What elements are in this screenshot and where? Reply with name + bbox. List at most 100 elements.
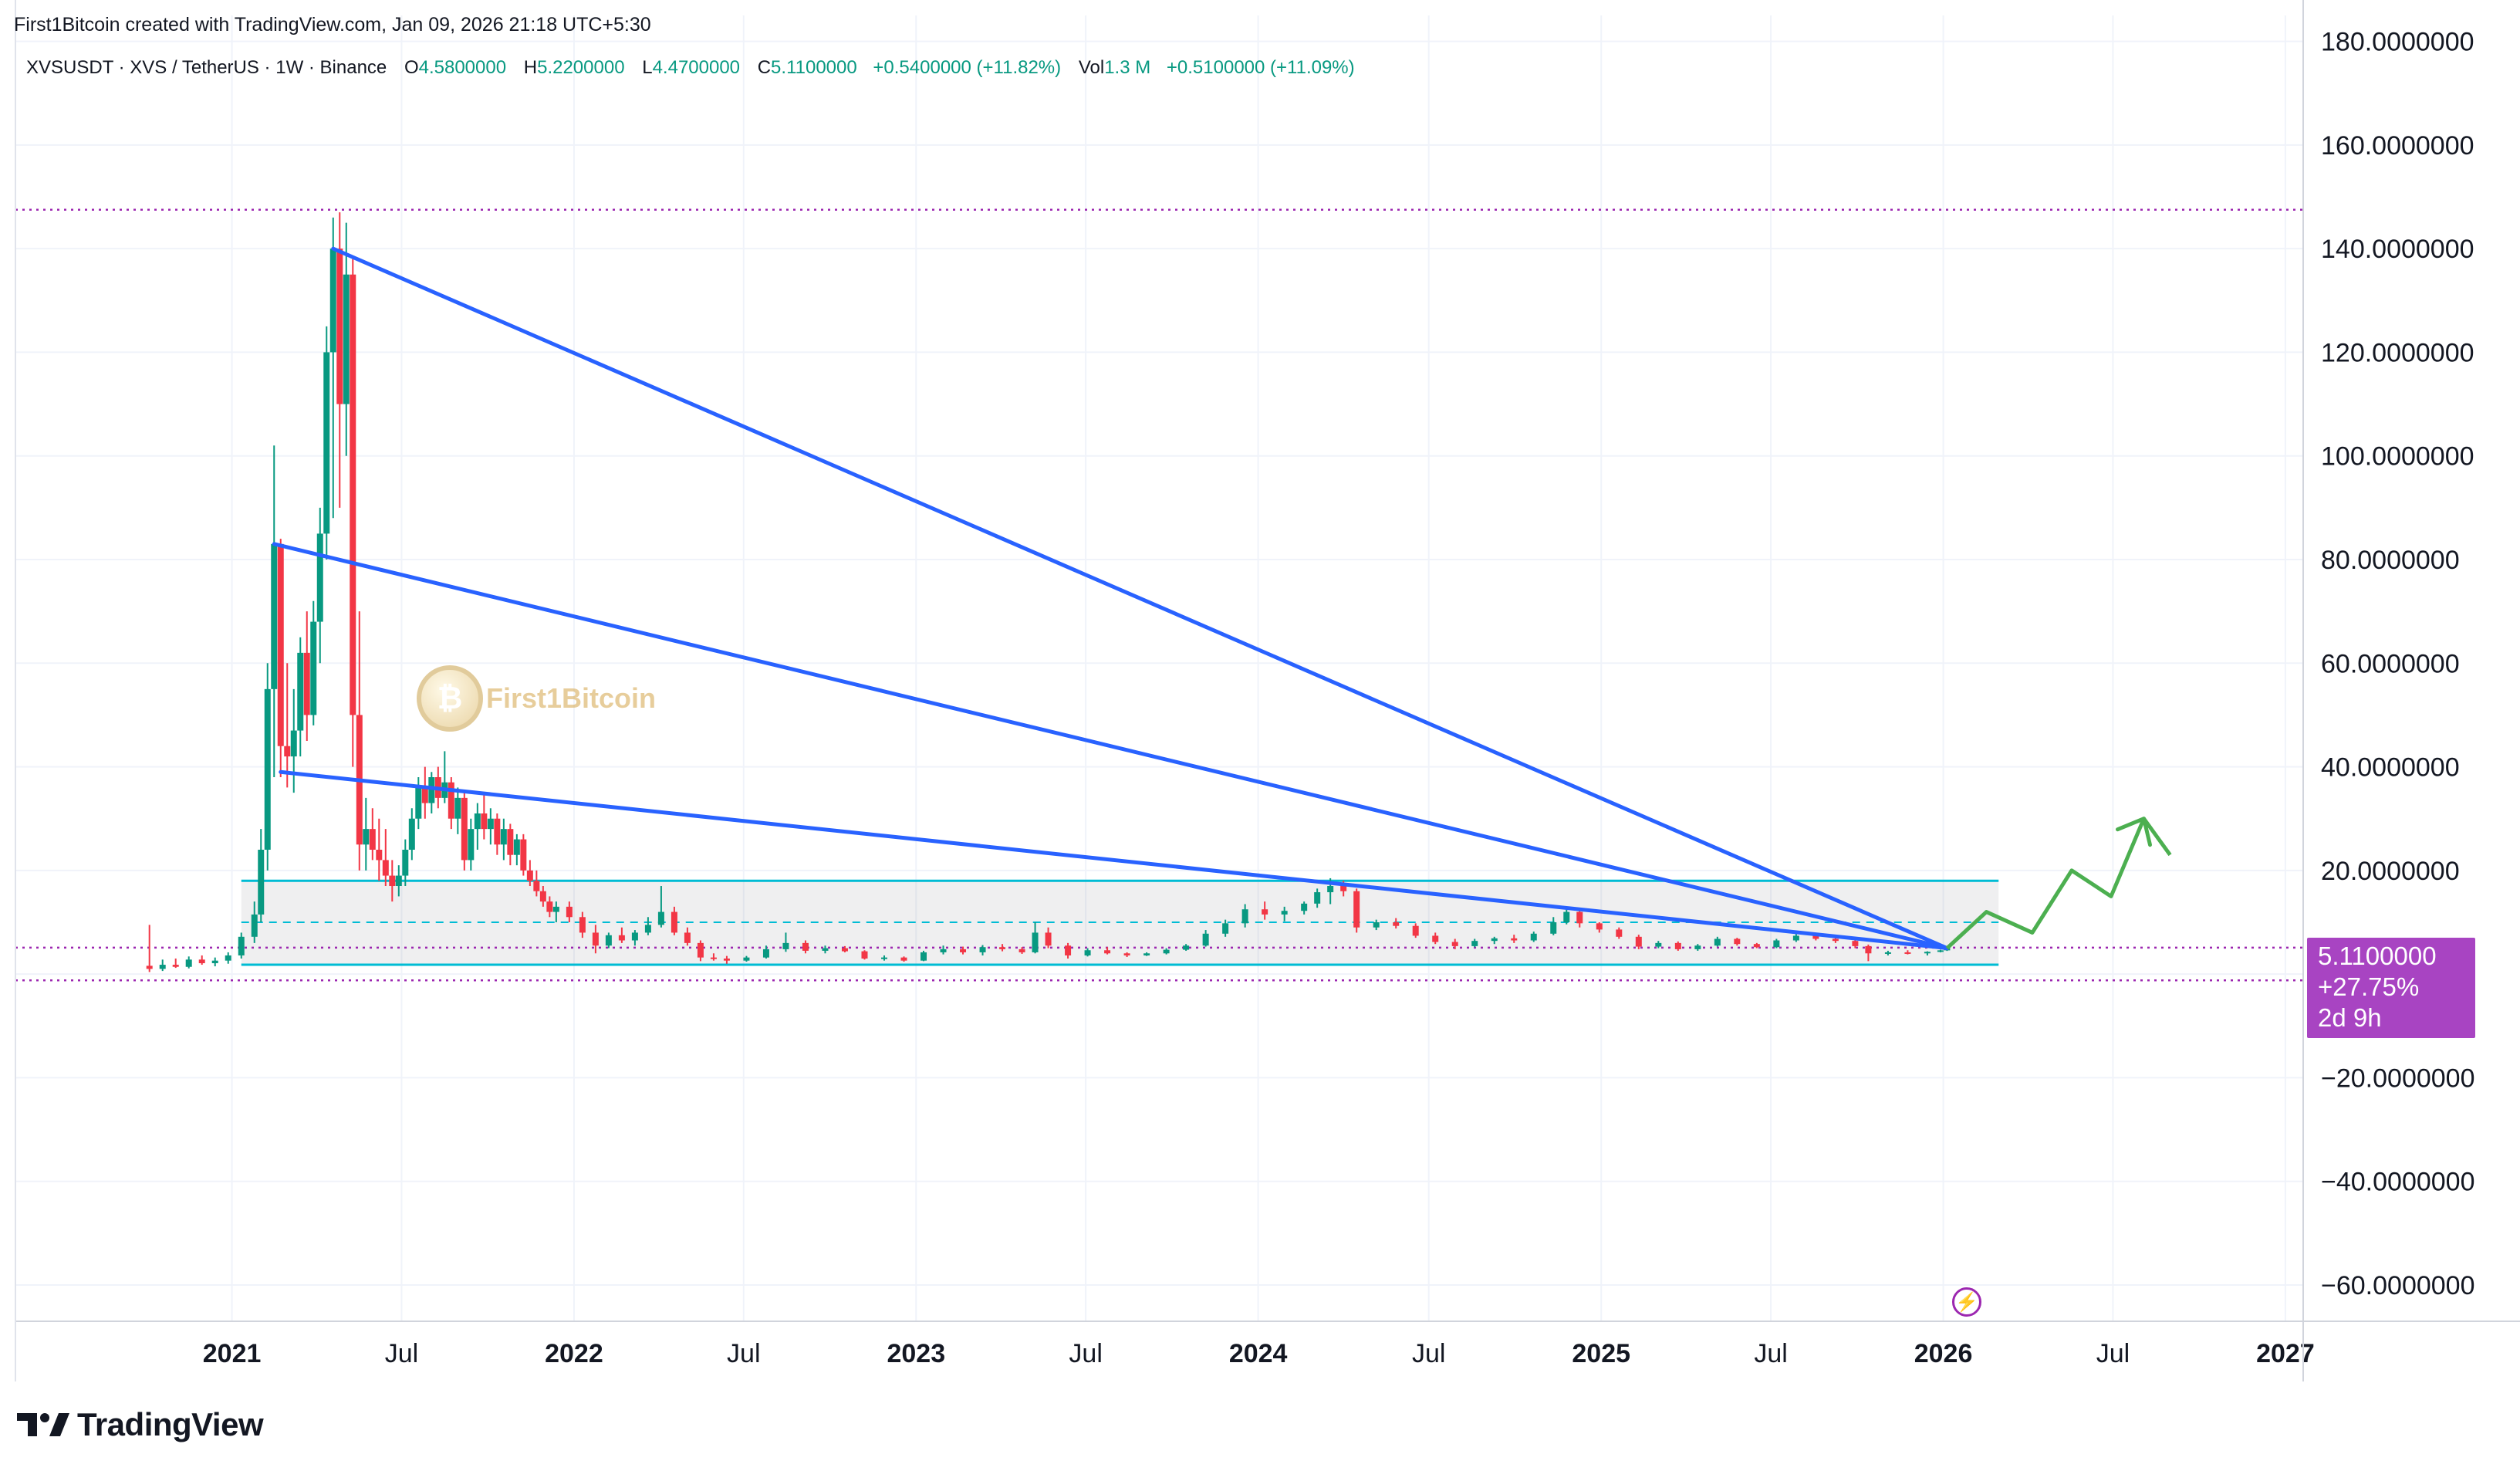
candle-body [402,850,409,876]
high-label: H [523,57,538,78]
candle-body [1123,953,1130,955]
candle-body [579,917,586,933]
candle-down [999,944,1006,952]
candle-body [1674,942,1681,949]
candle-up [428,772,435,813]
candle-body [474,813,481,830]
candle-up [940,945,947,955]
candle-body [1432,935,1439,942]
candle-up [297,637,304,757]
x-tick-label: Jul [385,1339,418,1368]
candle-body [264,688,271,850]
candle-body [1104,950,1111,954]
lightning-icon[interactable]: ⚡ [1952,1287,1981,1317]
candle-up [1301,901,1308,915]
trendline[interactable] [279,769,1949,951]
candle-body [880,957,887,959]
candle-body [329,249,336,353]
watermark-text: First1Bitcoin [486,682,657,714]
candle-body [1393,922,1400,926]
axes[interactable]: 180.0000000 160.0000000 140.0000000 120.000… [15,0,2520,1381]
ohlc-legend: XVSUSDT · XVS / TetherUS · 1W · Binance … [26,57,1355,79]
candle-up [251,901,258,943]
candle-down [1104,947,1111,955]
candle-down [1753,942,1760,949]
candle-body [185,959,192,967]
candle-body [421,787,428,803]
candle-down [303,611,310,741]
last-price-badge[interactable]: 5.1100000 +27.75% 2d 9h [2307,938,2475,1038]
candle-body [1616,929,1623,937]
candle-body [631,932,638,941]
candle-down [369,808,376,861]
candle-body [159,965,166,969]
candle-body [1373,922,1380,928]
candle-up [159,959,166,972]
trendline[interactable] [272,542,1949,951]
candle-down [1451,938,1458,949]
candle-up [1241,904,1248,928]
candle-body [1511,938,1518,941]
candle-down [284,663,291,788]
candle-down [697,940,704,962]
candle-up [1032,922,1039,954]
close-value: 5.1100000 [771,57,857,78]
candle-up [225,952,231,964]
candle-up [441,751,448,803]
candle-body [198,959,205,964]
candle-down [1065,942,1072,959]
candle-body [1792,935,1799,941]
candle-down [146,925,153,972]
x-tick-label: Jul [1069,1339,1102,1368]
candle-body [1018,949,1025,952]
candle-up [1314,888,1321,908]
high-value: 5.2200000 [537,57,625,78]
open-value: 4.5800000 [418,57,507,78]
candle-body [513,839,520,855]
candle-body [710,957,717,959]
x-tick-label: Jul [1754,1339,1787,1368]
change-value: +0.5400000 (+11.82%) [873,57,1062,78]
y-tick-label: 100.0000000 [2321,442,2474,472]
candle-body [533,881,540,891]
candle-body [395,875,402,886]
y-tick-label: 120.0000000 [2321,338,2474,367]
candle-up [782,932,789,952]
candle-body [644,925,651,933]
candle-body [671,911,677,933]
candle-body [408,818,415,850]
candle-body [363,829,370,845]
candle-body [552,906,559,912]
candle-up [762,945,769,959]
candle-down [841,945,848,952]
symbol-label[interactable]: XVSUSDT · XVS / TetherUS · 1W · Binance [26,57,387,78]
y-tick-label: 60.0000000 [2321,649,2460,678]
candle-body [1327,886,1334,893]
candle-down [376,818,383,881]
projection-path[interactable] [1945,817,2172,950]
candle-body [1812,935,1819,939]
candle-up [1550,917,1557,935]
x-tick-label: 2023 [887,1339,945,1368]
candle-body [1045,932,1052,946]
candle-down [461,793,468,871]
candle-body [1163,949,1170,954]
candle-body [999,947,1006,949]
candle-body [1635,936,1642,947]
trendline[interactable] [331,246,1949,951]
candle-up [1222,919,1229,937]
candle-down [421,766,428,819]
candle-down [507,823,514,866]
candle-body [697,942,704,958]
candle-up [316,507,323,664]
candle-body [389,875,396,886]
candle-down [1734,938,1741,946]
candle-body [782,942,789,949]
range-zone [241,879,1999,966]
trendlines[interactable] [272,246,1949,951]
candle-up [1281,906,1288,921]
tradingview-brand[interactable]: TradingView [17,1406,264,1443]
candle-down [1674,941,1681,951]
last-price-change: +27.75% [2318,972,2420,1001]
